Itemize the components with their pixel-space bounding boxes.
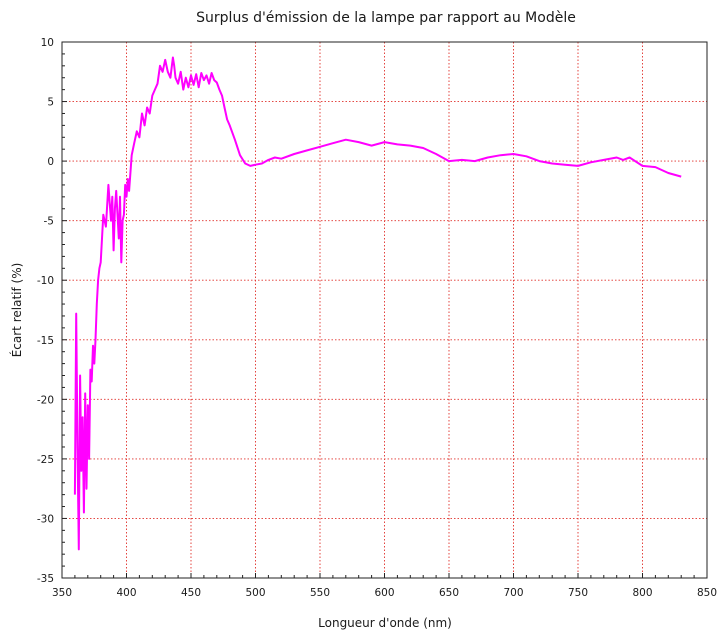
y-tick-label: -15	[37, 335, 54, 347]
x-tick-label: 550	[310, 587, 330, 599]
y-tick-label: -10	[37, 275, 54, 287]
y-tick-label: -20	[37, 394, 54, 406]
x-tick-label: 650	[439, 587, 459, 599]
x-tick-label: 600	[374, 587, 394, 599]
chart-title: Surplus d'émission de la lampe par rappo…	[196, 10, 576, 26]
grid-layer	[62, 42, 707, 578]
y-tick-label: 10	[41, 37, 54, 49]
series-layer	[73, 56, 682, 551]
x-tick-label: 500	[245, 587, 265, 599]
x-tick-label: 850	[697, 587, 717, 599]
y-tick-label: -35	[37, 573, 54, 585]
y-tick-label: -30	[37, 513, 54, 525]
y-tick-label: 5	[47, 97, 54, 109]
emission-surplus-series-line	[73, 56, 682, 551]
y-tick-label: -5	[44, 216, 54, 228]
y-tick-label: 0	[47, 156, 54, 168]
y-tick-label: -25	[37, 454, 54, 466]
x-axis-label: Longueur d'onde (nm)	[318, 616, 452, 630]
x-tick-label: 700	[503, 587, 523, 599]
x-tick-label: 800	[632, 587, 652, 599]
x-tick-label: 450	[181, 587, 201, 599]
x-tick-label: 400	[116, 587, 136, 599]
x-tick-label: 750	[568, 587, 588, 599]
y-axis-label: Écart relatif (%)	[9, 263, 24, 358]
ticks-layer: 350 400 450 500 550 600 650 700 750 800 850 10 5 0 -5 -…	[37, 37, 717, 599]
x-tick-label: 350	[52, 587, 72, 599]
